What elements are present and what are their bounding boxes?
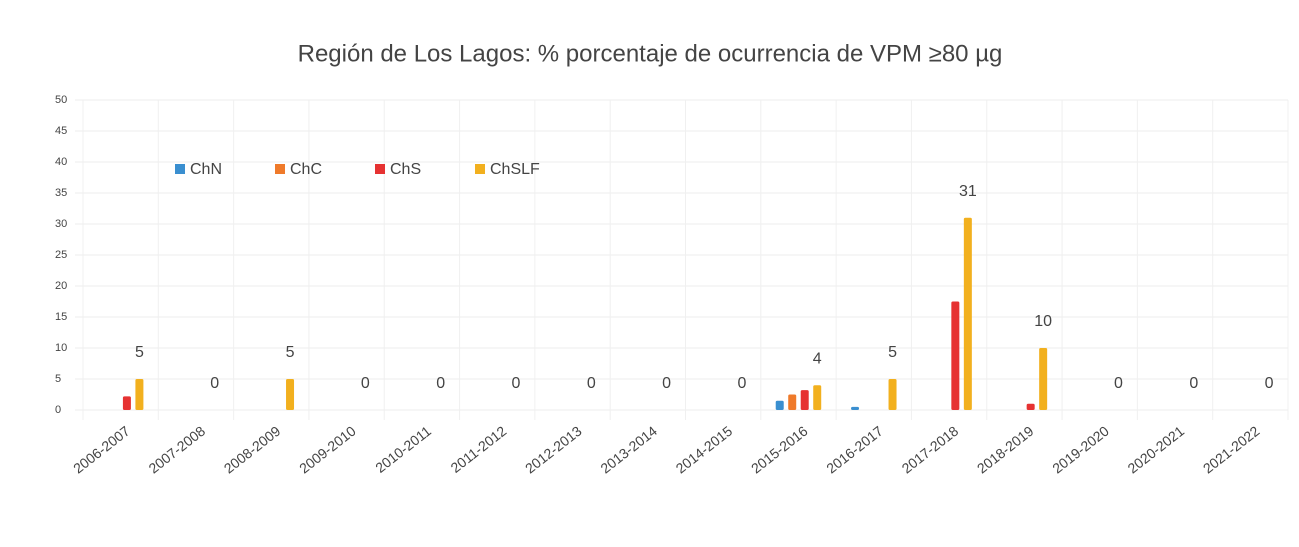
- data-label: 0: [1114, 375, 1123, 392]
- data-label: 5: [286, 344, 295, 361]
- legend-label: ChN: [190, 161, 222, 178]
- bar: [963, 217, 972, 410]
- bar: [951, 301, 960, 410]
- data-label: 5: [135, 344, 144, 361]
- data-label: 5: [888, 344, 897, 361]
- data-label: 0: [662, 375, 671, 392]
- bar: [813, 385, 822, 410]
- legend-label: ChS: [390, 161, 421, 178]
- y-tick-label: 40: [55, 156, 67, 168]
- y-tick-label: 30: [55, 218, 67, 230]
- legend-swatch: [275, 164, 285, 174]
- data-label: 0: [587, 375, 596, 392]
- legend-swatch: [475, 164, 485, 174]
- data-label: 10: [1034, 313, 1052, 330]
- legend-label: ChC: [290, 161, 322, 178]
- bar: [888, 379, 897, 410]
- y-tick-label: 10: [55, 342, 67, 354]
- data-label: 0: [512, 375, 521, 392]
- bar: [1039, 348, 1048, 410]
- data-label: 0: [737, 375, 746, 392]
- bar: [851, 406, 860, 410]
- data-label: 0: [1265, 375, 1274, 392]
- y-tick-label: 35: [55, 187, 67, 199]
- y-tick-label: 25: [55, 249, 67, 261]
- bar: [286, 379, 295, 410]
- y-tick-label: 15: [55, 311, 67, 323]
- data-label: 0: [1189, 375, 1198, 392]
- data-label: 0: [436, 375, 445, 392]
- bar: [1026, 403, 1035, 410]
- data-label: 31: [959, 183, 977, 200]
- y-tick-label: 50: [55, 94, 67, 106]
- bar: [122, 396, 131, 410]
- legend-label: ChSLF: [490, 161, 540, 178]
- data-label: 4: [813, 350, 822, 367]
- y-tick-label: 45: [55, 125, 67, 137]
- legend-swatch: [375, 164, 385, 174]
- y-tick-label: 5: [55, 373, 61, 385]
- y-tick-label: 0: [55, 404, 61, 416]
- y-tick-label: 20: [55, 280, 67, 292]
- bar: [788, 394, 797, 410]
- data-label: 0: [361, 375, 370, 392]
- bar: [800, 390, 809, 410]
- legend-swatch: [175, 164, 185, 174]
- data-label: 0: [210, 375, 219, 392]
- chart-title: Región de Los Lagos: % porcentaje de ocu…: [298, 40, 1003, 67]
- bar: [775, 400, 784, 410]
- bar: [135, 379, 144, 410]
